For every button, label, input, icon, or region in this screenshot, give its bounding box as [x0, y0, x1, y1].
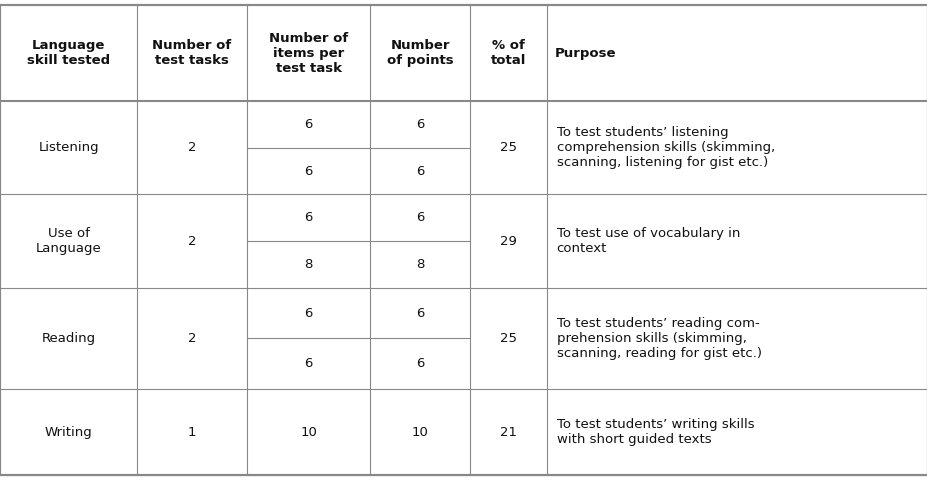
Text: Language
skill tested: Language skill tested [27, 39, 110, 67]
Text: 6: 6 [415, 307, 425, 320]
Text: Reading: Reading [42, 332, 95, 345]
Text: To test students’ writing skills
with short guided texts: To test students’ writing skills with sh… [556, 418, 754, 446]
Text: Number of
test tasks: Number of test tasks [152, 39, 232, 67]
Text: 6: 6 [304, 211, 312, 224]
Text: 25: 25 [500, 142, 516, 155]
Text: 21: 21 [500, 426, 516, 439]
Text: 8: 8 [304, 258, 312, 271]
Text: 6: 6 [415, 358, 425, 371]
Text: Use of
Language: Use of Language [36, 227, 101, 255]
Text: 2: 2 [187, 235, 197, 248]
Text: Purpose: Purpose [554, 47, 616, 60]
Text: Number
of points: Number of points [387, 39, 453, 67]
Text: Number of
items per
test task: Number of items per test task [269, 32, 348, 75]
Text: 29: 29 [500, 235, 516, 248]
Text: 1: 1 [187, 426, 197, 439]
Text: 8: 8 [415, 258, 425, 271]
Text: To test students’ reading com-
prehension skills (skimming,
scanning, reading fo: To test students’ reading com- prehensio… [556, 317, 761, 360]
Text: 10: 10 [412, 426, 428, 439]
Text: 2: 2 [187, 142, 197, 155]
Text: 6: 6 [415, 118, 425, 131]
Text: 6: 6 [304, 358, 312, 371]
Text: Writing: Writing [44, 426, 93, 439]
Text: To test use of vocabulary in
context: To test use of vocabulary in context [556, 227, 739, 255]
Text: 10: 10 [299, 426, 317, 439]
Text: 6: 6 [415, 211, 425, 224]
Text: 2: 2 [187, 332, 197, 345]
Text: To test students’ listening
comprehension skills (skimming,
scanning, listening : To test students’ listening comprehensio… [556, 126, 774, 169]
Text: 25: 25 [500, 332, 516, 345]
Text: 6: 6 [304, 307, 312, 320]
Text: % of
total: % of total [490, 39, 526, 67]
Text: 6: 6 [415, 165, 425, 178]
Text: Listening: Listening [38, 142, 99, 155]
Text: 6: 6 [304, 118, 312, 131]
Text: 6: 6 [304, 165, 312, 178]
